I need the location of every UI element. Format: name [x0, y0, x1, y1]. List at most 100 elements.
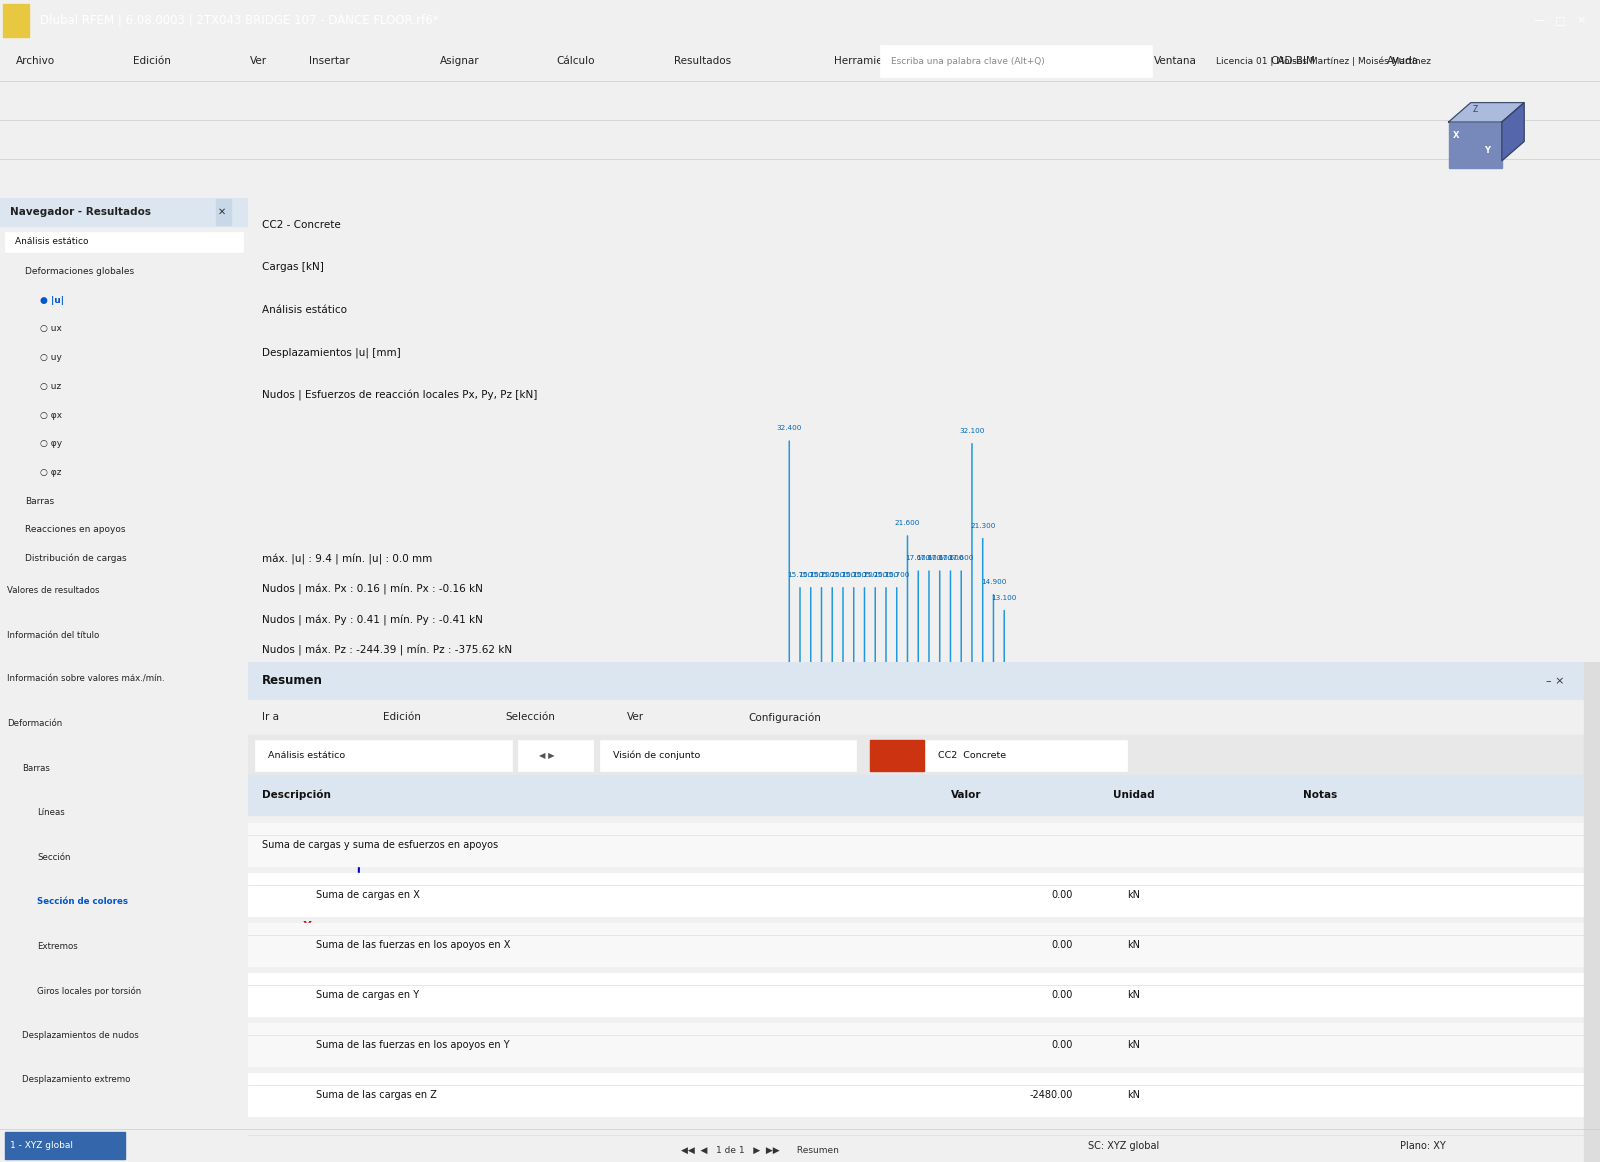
- Text: Notas: Notas: [1302, 790, 1338, 799]
- Text: Selección: Selección: [506, 712, 555, 723]
- Text: Información sobre valores máx./mín.: Información sobre valores máx./mín.: [8, 675, 165, 684]
- Text: Descripción: Descripción: [261, 789, 330, 799]
- Text: Análisis estático: Análisis estático: [269, 751, 346, 760]
- Text: CAD-BIM: CAD-BIM: [1270, 56, 1315, 66]
- Text: 17.600: 17.600: [949, 555, 974, 561]
- Text: 2.8: 2.8: [1243, 754, 1254, 761]
- Text: 1.6: 1.6: [1190, 746, 1203, 752]
- Text: máx. |u| : 9.4 | mín. |u| : 0.0 mm: máx. |u| : 9.4 | mín. |u| : 0.0 mm: [261, 554, 432, 565]
- Text: Resumen: Resumen: [261, 674, 322, 688]
- Bar: [880, 44, 1152, 77]
- Text: 1 - XYZ global: 1 - XYZ global: [10, 1141, 72, 1150]
- Bar: [248, 662, 1600, 700]
- Text: 21.600: 21.600: [894, 521, 920, 526]
- Text: 4.5: 4.5: [984, 746, 995, 752]
- Polygon shape: [1448, 102, 1525, 122]
- Text: Valor: Valor: [950, 790, 981, 799]
- Text: Suma de las fuerzas en los apoyos en X: Suma de las fuerzas en los apoyos en X: [315, 940, 510, 949]
- Bar: [254, 740, 512, 772]
- Text: Nudos | Esfuerzos de reacción locales Px, Py, Pz [kN]: Nudos | Esfuerzos de reacción locales Px…: [261, 390, 538, 401]
- Text: □: □: [1555, 15, 1565, 26]
- Text: Asignar: Asignar: [440, 56, 480, 66]
- Text: -2480.00: -2480.00: [1029, 1090, 1072, 1099]
- Text: 5.9: 5.9: [466, 727, 477, 734]
- Text: Suma de cargas en Y: Suma de cargas en Y: [315, 990, 419, 999]
- Text: kN: kN: [1126, 940, 1139, 949]
- Text: 0.2: 0.2: [1502, 693, 1514, 698]
- Text: 4.5: 4.5: [725, 746, 736, 752]
- Bar: [248, 1023, 1600, 1066]
- Text: 32.100: 32.100: [960, 428, 984, 433]
- Text: Cálculo: Cálculo: [557, 56, 595, 66]
- Text: ✕: ✕: [218, 207, 226, 217]
- Text: 14.900: 14.900: [981, 579, 1006, 584]
- Text: Y: Y: [1485, 146, 1490, 155]
- Text: 1.3: 1.3: [1346, 666, 1358, 672]
- Text: 13.100: 13.100: [992, 595, 1018, 601]
- Text: Opciones: Opciones: [1022, 56, 1070, 66]
- Polygon shape: [1502, 102, 1525, 160]
- Text: Dlubal RFEM | 6.08.0003 | 2TX043 BRIDGE 107 - DANCE FLOOR.rf6*: Dlubal RFEM | 6.08.0003 | 2TX043 BRIDGE …: [40, 14, 438, 27]
- Text: 0.00: 0.00: [1051, 940, 1072, 949]
- Text: Suma de las cargas en Z: Suma de las cargas en Z: [315, 1090, 437, 1099]
- Text: – ×: – ×: [1546, 676, 1565, 686]
- Text: 15.700: 15.700: [842, 572, 867, 578]
- Text: Cargas [kN]: Cargas [kN]: [261, 263, 323, 272]
- Bar: [925, 740, 1126, 772]
- Bar: [248, 923, 1600, 966]
- Bar: [248, 734, 1600, 775]
- Text: Distribución de cargas: Distribución de cargas: [26, 554, 126, 564]
- Text: 17.600: 17.600: [906, 555, 931, 561]
- Text: CC2 - Concrete: CC2 - Concrete: [261, 220, 341, 230]
- Text: ○ uy: ○ uy: [40, 353, 61, 363]
- Text: ◀ ▶: ◀ ▶: [539, 751, 554, 760]
- Text: Ventana: Ventana: [1154, 56, 1197, 66]
- Text: 17.600: 17.600: [917, 555, 942, 561]
- Text: 32.400: 32.400: [776, 425, 802, 431]
- Text: Ayuda: Ayuda: [1387, 56, 1419, 66]
- Text: Giros locales por torsión: Giros locales por torsión: [37, 987, 141, 996]
- Text: 4.9: 4.9: [1035, 763, 1046, 769]
- Bar: [5, 231, 243, 252]
- Text: Deformación: Deformación: [8, 719, 62, 729]
- Text: Análisis estático: Análisis estático: [261, 306, 347, 315]
- Text: 0.9: 0.9: [880, 710, 891, 716]
- Text: Visión de conjunto: Visión de conjunto: [613, 751, 701, 760]
- Text: 0.1: 0.1: [1554, 701, 1565, 708]
- Text: Suma de cargas y suma de esfuerzos en apoyos: Suma de cargas y suma de esfuerzos en ap…: [261, 840, 498, 849]
- Text: Reacciones en apoyos: Reacciones en apoyos: [26, 525, 125, 535]
- Bar: [248, 775, 1600, 815]
- Text: Unidad: Unidad: [1114, 790, 1155, 799]
- Text: ○ φx: ○ φx: [40, 410, 62, 419]
- Bar: [248, 700, 1600, 734]
- Text: Barras: Barras: [22, 763, 50, 773]
- Text: 1.2: 1.2: [829, 693, 840, 698]
- Text: Sección de colores: Sección de colores: [37, 897, 128, 906]
- Text: Análisis estático: Análisis estático: [10, 238, 83, 248]
- Bar: [870, 740, 925, 772]
- Bar: [1448, 122, 1502, 168]
- Bar: [5, 1132, 125, 1160]
- Text: Suma de las fuerzas en los apoyos en Y: Suma de las fuerzas en los apoyos en Y: [315, 1040, 509, 1049]
- Bar: [3, 3, 29, 36]
- Text: Desplazamiento extremo: Desplazamiento extremo: [22, 1075, 131, 1084]
- Text: kN: kN: [1126, 990, 1139, 999]
- Text: Desplazamientos |u| [mm]: Desplazamientos |u| [mm]: [261, 347, 400, 358]
- Text: Resultados: Resultados: [674, 56, 731, 66]
- Text: Escriba una palabra clave (Alt+Q): Escriba una palabra clave (Alt+Q): [891, 57, 1045, 65]
- Text: kN: kN: [1126, 890, 1139, 899]
- Text: Nudos | máx. Py : 0.41 | mín. Py : -0.41 kN: Nudos | máx. Py : 0.41 | mín. Py : -0.41…: [261, 615, 482, 625]
- Text: Desplazamientos de nudos: Desplazamientos de nudos: [22, 1031, 139, 1040]
- Bar: [248, 1073, 1600, 1116]
- Text: 17.600: 17.600: [926, 555, 952, 561]
- Text: 9.4: 9.4: [310, 693, 322, 698]
- Text: 15.700: 15.700: [787, 572, 813, 578]
- Text: kN: kN: [1126, 1040, 1139, 1049]
- Text: 4.5: 4.5: [570, 737, 581, 743]
- Text: 2.8: 2.8: [1139, 727, 1150, 734]
- Text: kN: kN: [1126, 1090, 1139, 1099]
- Text: 3.8: 3.8: [931, 727, 944, 734]
- Text: Nudos | máx. Px : 0.16 | mín. Px : -0.16 kN: Nudos | máx. Px : 0.16 | mín. Px : -0.16…: [261, 584, 482, 595]
- Text: 8.1: 8.1: [413, 701, 426, 708]
- Text: 5.5: 5.5: [672, 754, 685, 761]
